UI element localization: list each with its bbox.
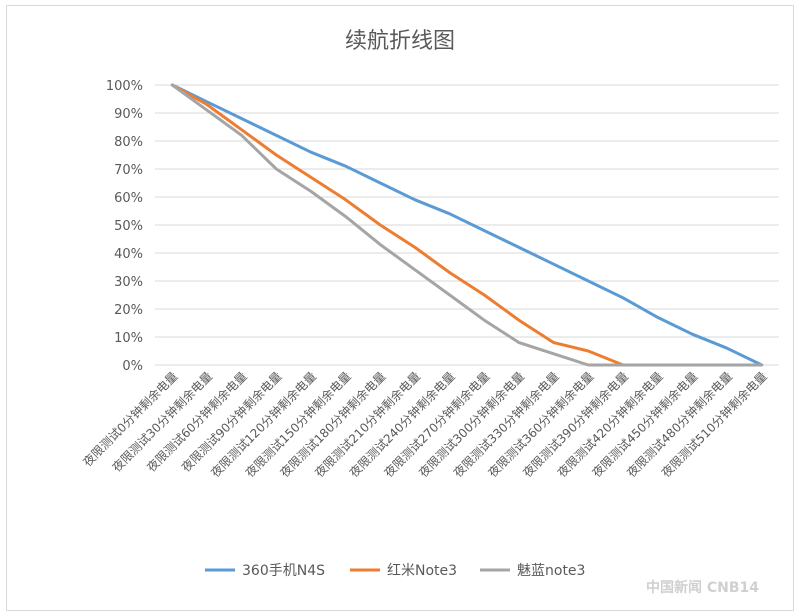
chart-title: 续航折线图 <box>345 29 455 54</box>
y-tick-label: 30% <box>114 275 143 290</box>
y-tick-label: 100% <box>106 79 143 94</box>
watermark: 中国新闻 CNB14 <box>646 579 759 596</box>
y-tick-label: 70% <box>114 163 143 178</box>
chart-frame: 续航折线图 0% 10% 20% 30% 40% 50% 60% 70% 80% 90% 100% … <box>6 5 794 611</box>
series-line-3 <box>170 83 764 367</box>
y-tick-label: 40% <box>114 247 143 262</box>
legend-label: 360手机N4S <box>242 563 325 579</box>
legend-label: 魅蓝note3 <box>517 563 585 579</box>
battery-line-chart: 续航折线图 0%10%20%30%40%50%60%70%80%90%100% … <box>80 29 779 596</box>
y-tick-label: 90% <box>114 107 143 122</box>
y-tick-label: 10% <box>114 331 143 346</box>
y-axis-ticks: 0% 10% 20% 30% 40% 50% 60% 70% 80% 90% 100% <box>106 79 143 374</box>
y-tick-label: 80% <box>114 135 143 150</box>
legend-label: 红米Note3 <box>387 563 457 579</box>
x-axis-ticks: 夜限测试0分钟剩余电量夜限测试30分钟剩余电量夜限测试60分钟剩余电量夜限测试9… <box>80 369 770 481</box>
y-tick-label: 20% <box>114 303 143 318</box>
y-tick-label: 50% <box>114 219 143 234</box>
gridlines <box>155 84 779 366</box>
legend: 360手机N4S 红米Note3 魅蓝note3 <box>205 563 585 579</box>
y-tick-label: 0% <box>122 359 143 374</box>
series-line-1 <box>170 83 764 367</box>
y-tick-label: 60% <box>114 191 143 206</box>
series-lines <box>170 83 764 367</box>
